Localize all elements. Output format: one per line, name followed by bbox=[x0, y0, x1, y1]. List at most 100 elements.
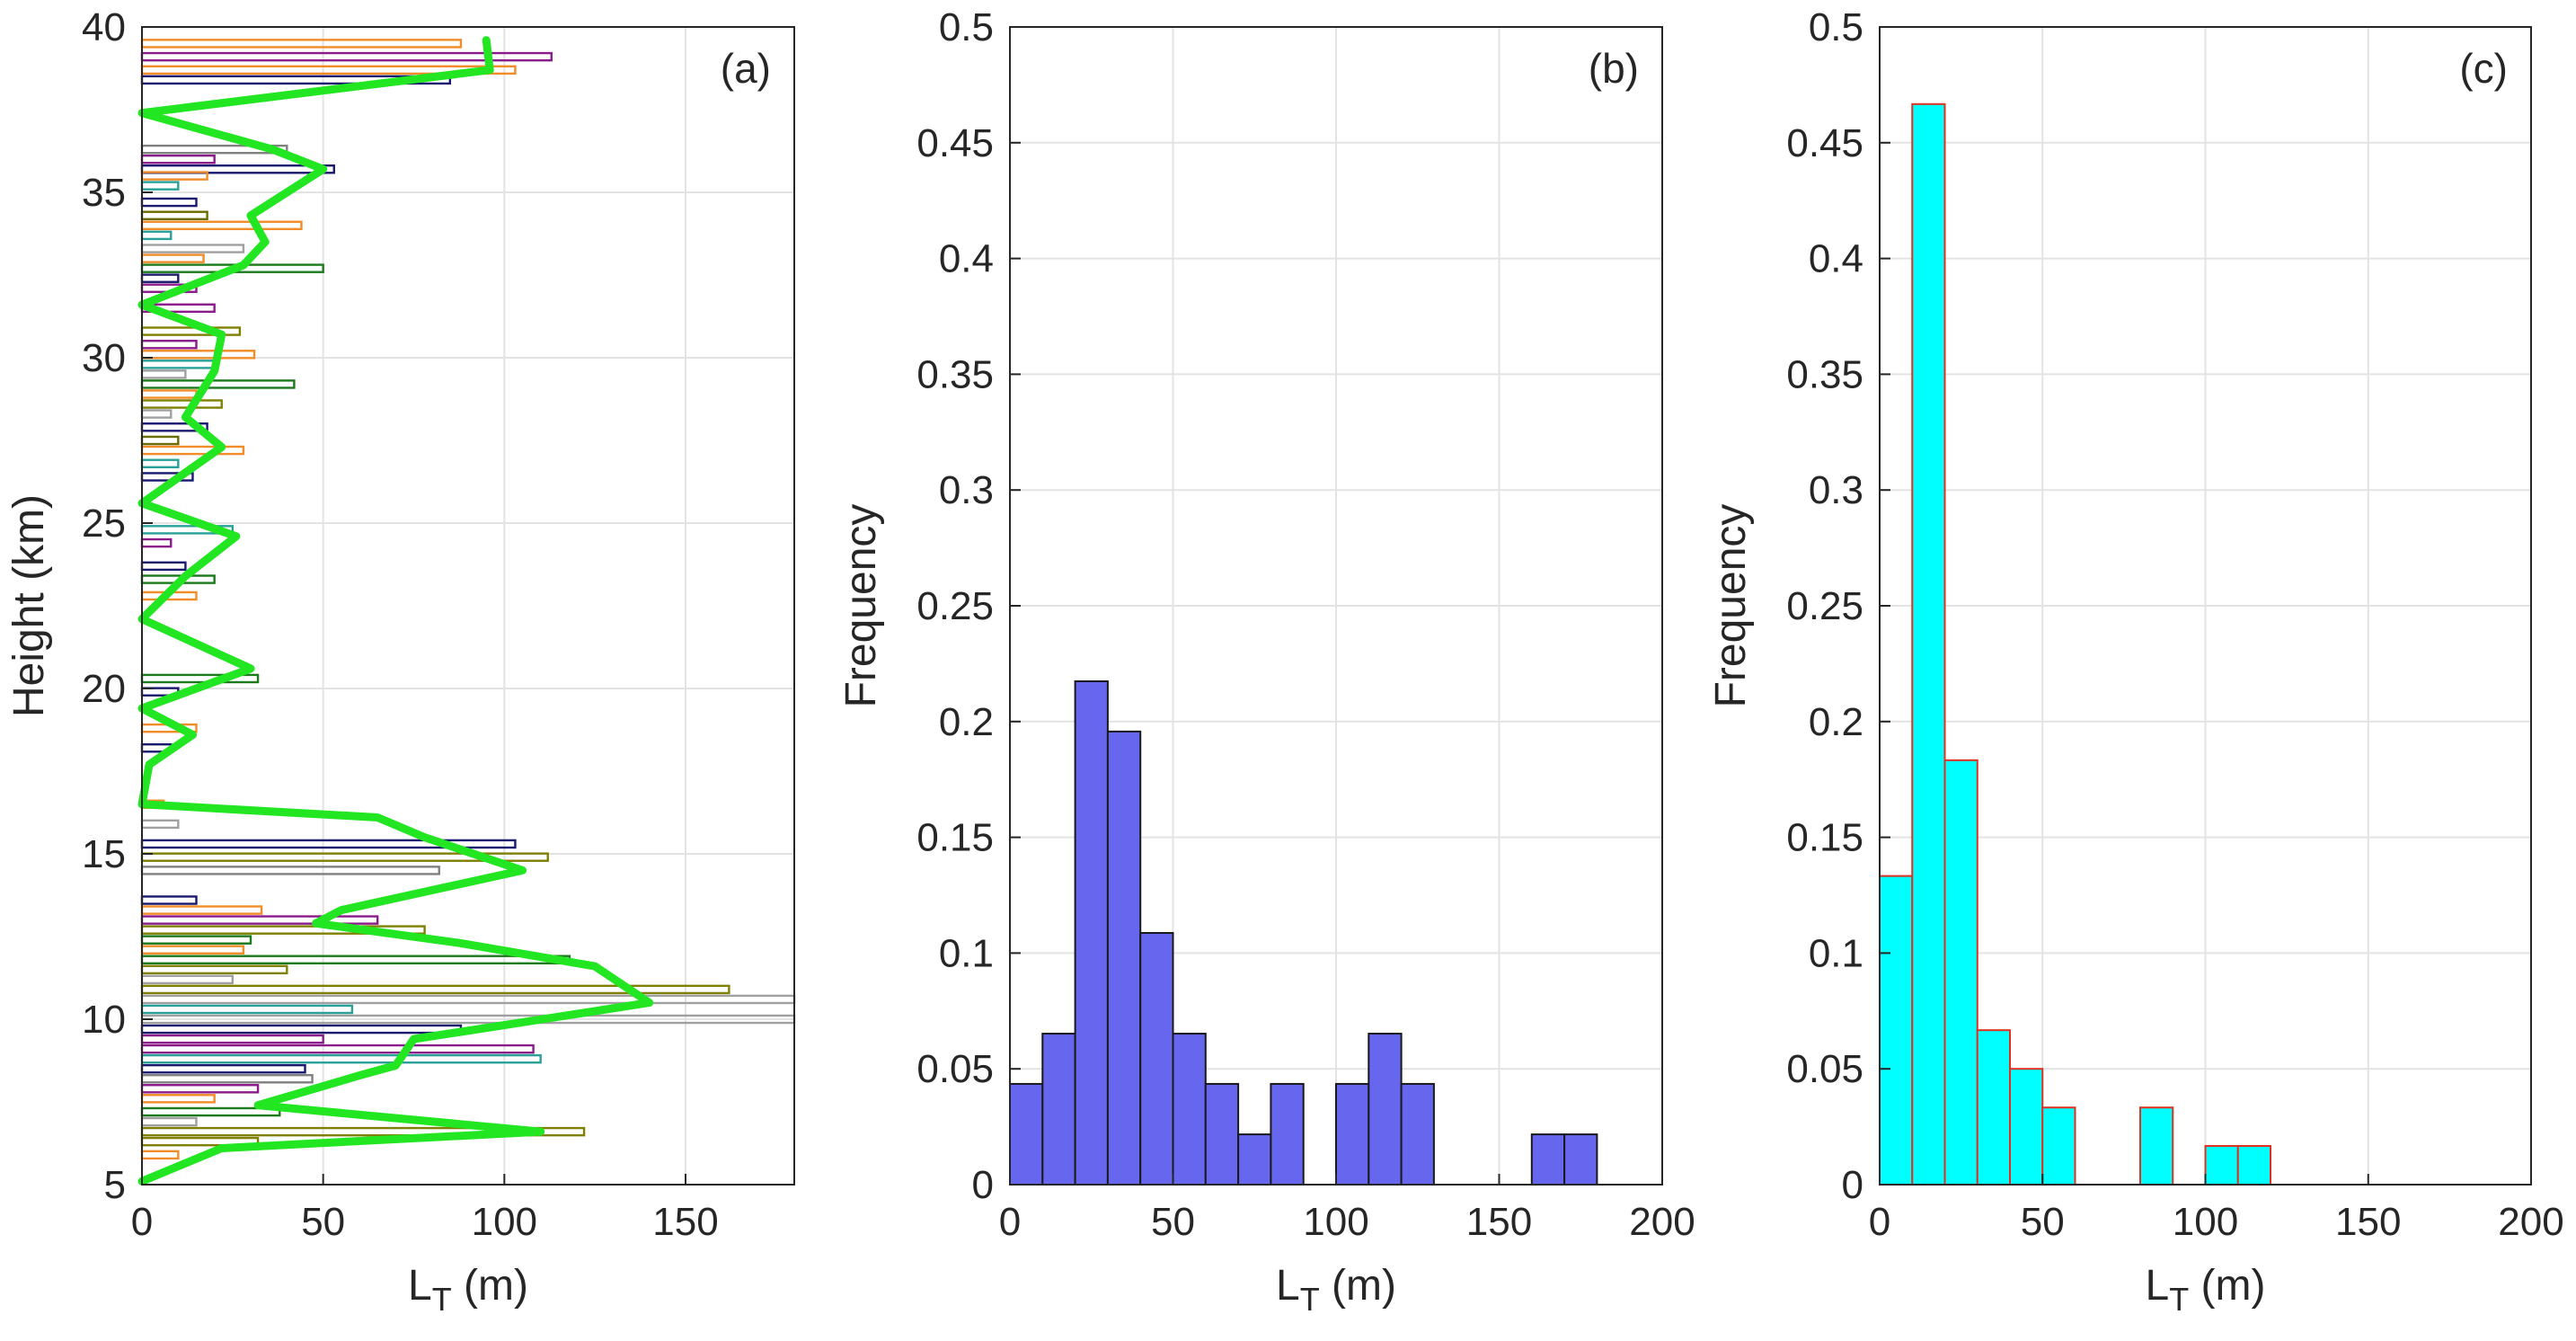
histogram-bar bbox=[2009, 1068, 2044, 1186]
y-tick-label: 0 bbox=[1842, 1163, 1863, 1207]
y-tick-label: 0.5 bbox=[939, 5, 994, 49]
panel-b-x-axis-label: LT (m) bbox=[1276, 1262, 1396, 1318]
y-tick-label: 0.25 bbox=[1786, 584, 1863, 628]
y-tick-label: 0.2 bbox=[1809, 700, 1863, 744]
y-tick-label: 40 bbox=[82, 5, 126, 49]
layer-bar bbox=[140, 955, 571, 965]
histogram-bar bbox=[2236, 1144, 2271, 1186]
histogram-bar bbox=[1530, 1133, 1566, 1186]
layer-bar bbox=[140, 399, 223, 409]
y-tick-label: 15 bbox=[82, 832, 126, 876]
histogram-bar bbox=[1009, 1082, 1044, 1186]
y-tick-label: 0.1 bbox=[939, 931, 994, 975]
y-tick-label: 0.35 bbox=[916, 352, 994, 396]
layer-bar bbox=[140, 197, 198, 208]
layer-bar bbox=[140, 435, 180, 446]
layer-bar bbox=[140, 210, 208, 221]
x-tick-label: 0 bbox=[999, 1200, 1021, 1244]
y-tick-label: 5 bbox=[104, 1163, 126, 1207]
layer-bar bbox=[140, 819, 180, 830]
histogram-bar bbox=[1943, 759, 1978, 1186]
panel-b-label: (b) bbox=[1589, 45, 1639, 92]
layer-bar bbox=[140, 1034, 324, 1044]
panel-c-label: (c) bbox=[2459, 45, 2508, 92]
layer-bar bbox=[140, 537, 173, 548]
x-label-main: L bbox=[408, 1262, 432, 1310]
panel-a-axes-box bbox=[141, 26, 795, 1186]
layer-bar bbox=[140, 458, 180, 469]
layer-bar bbox=[140, 244, 245, 253]
x-label-main: L bbox=[1276, 1262, 1300, 1310]
profile-line bbox=[137, 36, 654, 1186]
layer-bar bbox=[140, 409, 173, 419]
x-tick-label: 50 bbox=[1151, 1200, 1195, 1244]
panel-b-y-ticks: 0 0.05 0.1 0.15 0.2 0.25 0.3 0.35 0.4 0.45 0.5 bbox=[916, 5, 1021, 1207]
layer-bar bbox=[140, 1053, 542, 1064]
histogram-bar bbox=[2041, 1106, 2076, 1186]
panel-c-x-axis-label: LT (m) bbox=[2146, 1262, 2266, 1318]
histogram-bar bbox=[1204, 1082, 1240, 1186]
x-label-main: L bbox=[2146, 1262, 2170, 1310]
panel-a-grid bbox=[142, 27, 794, 1185]
histogram-bar bbox=[1237, 1133, 1272, 1186]
histogram-bar bbox=[1074, 679, 1109, 1186]
x-tick-label: 200 bbox=[1629, 1200, 1695, 1244]
histogram-bar bbox=[1400, 1082, 1435, 1186]
y-tick-label: 10 bbox=[82, 998, 126, 1042]
layer-bar bbox=[140, 1150, 180, 1160]
x-label-subscript: T bbox=[1300, 1281, 1320, 1318]
y-tick-label: 0.3 bbox=[1809, 468, 1863, 512]
y-tick-label: 0.3 bbox=[939, 468, 994, 512]
panel-a-y-ticks: 5 10 15 20 25 30 35 40 bbox=[82, 5, 153, 1207]
x-tick-label: 100 bbox=[2173, 1200, 2238, 1244]
panel-b-y-axis-label: Frequency bbox=[837, 504, 885, 708]
layer-bar bbox=[140, 561, 187, 572]
y-tick-label: 35 bbox=[82, 171, 126, 215]
panel-b-x-ticks: 0 50 100 150 200 bbox=[999, 1174, 1695, 1244]
panel-a-layer-bars bbox=[140, 39, 796, 1160]
x-tick-label: 100 bbox=[1303, 1200, 1368, 1244]
layer-bar bbox=[140, 340, 198, 350]
layer-bar bbox=[140, 994, 796, 1005]
x-tick-label: 0 bbox=[131, 1200, 153, 1244]
layer-bar bbox=[140, 1094, 216, 1104]
layer-bar bbox=[140, 445, 245, 456]
y-tick-label: 0 bbox=[972, 1163, 994, 1207]
layer-bar bbox=[140, 379, 296, 389]
y-tick-label: 0.45 bbox=[1786, 121, 1863, 165]
histogram-bar bbox=[1270, 1082, 1305, 1186]
histogram-bar bbox=[1139, 931, 1174, 1186]
layer-bar bbox=[140, 220, 303, 231]
histogram-bar bbox=[1172, 1033, 1207, 1186]
layer-bar bbox=[140, 935, 252, 945]
layer-bar bbox=[140, 230, 173, 241]
y-tick-label: 20 bbox=[82, 667, 126, 711]
layer-bar bbox=[140, 1116, 198, 1127]
panel-c-grid bbox=[1880, 27, 2531, 1185]
panel-c: 0 50 100 150 200 00.050.10.150.20.250.30.350… bbox=[1707, 5, 2564, 1318]
layer-bar bbox=[140, 1024, 463, 1035]
histogram-bar bbox=[1335, 1082, 1370, 1186]
x-tick-label: 150 bbox=[652, 1200, 718, 1244]
x-label-subscript: T bbox=[432, 1281, 452, 1318]
x-tick-label: 0 bbox=[1869, 1200, 1890, 1244]
layer-bar bbox=[140, 984, 730, 995]
layer-bar bbox=[140, 389, 198, 399]
y-tick-label: 30 bbox=[82, 336, 126, 380]
layer-bar bbox=[140, 905, 263, 915]
y-tick-label: 0.15 bbox=[916, 816, 994, 860]
layer-bar bbox=[140, 360, 216, 369]
layer-bar bbox=[140, 895, 198, 905]
layer-bar bbox=[140, 273, 180, 283]
y-tick-label: 0.05 bbox=[916, 1047, 994, 1091]
layer-bar bbox=[140, 181, 180, 191]
x-label-unit: (m) bbox=[452, 1262, 528, 1310]
panel-a-profile bbox=[137, 36, 654, 1186]
y-tick-label: 0.15 bbox=[1786, 816, 1863, 860]
y-tick-label: 0.5 bbox=[1809, 5, 1863, 49]
panel-c-y-axis-label: Frequency bbox=[1707, 504, 1755, 708]
histogram-bar bbox=[1041, 1033, 1076, 1186]
panel-a-label: (a) bbox=[721, 45, 771, 92]
x-label-unit: (m) bbox=[2189, 1262, 2265, 1310]
